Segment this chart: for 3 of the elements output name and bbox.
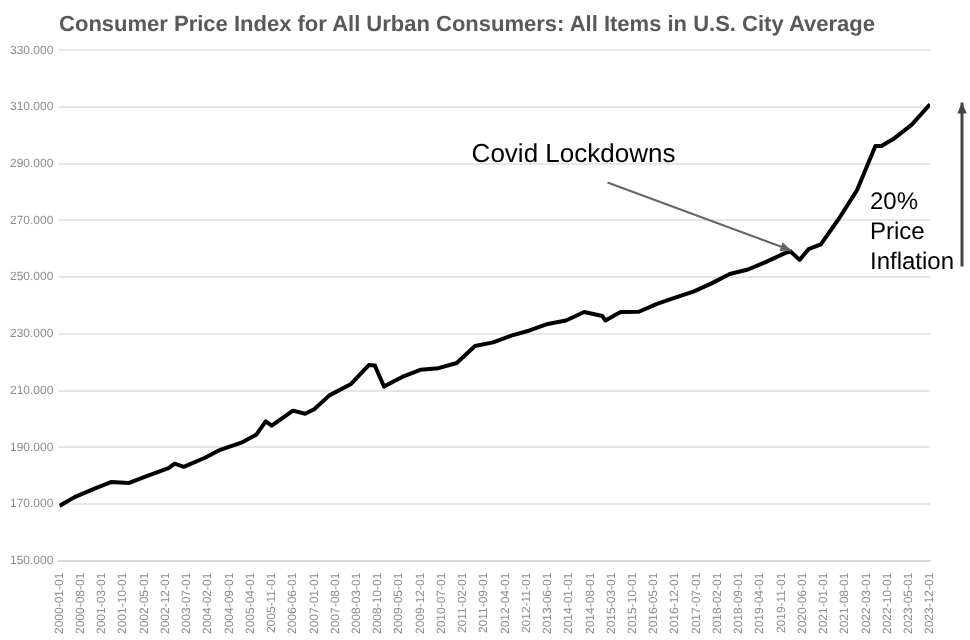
chart-title: Consumer Price Index for All Urban Consumers: All Items in U.S. City Average: [59, 13, 875, 38]
annotation: Covid Lockdowns: [471, 137, 677, 168]
annotation: 20% Price Inflation: [870, 187, 955, 276]
